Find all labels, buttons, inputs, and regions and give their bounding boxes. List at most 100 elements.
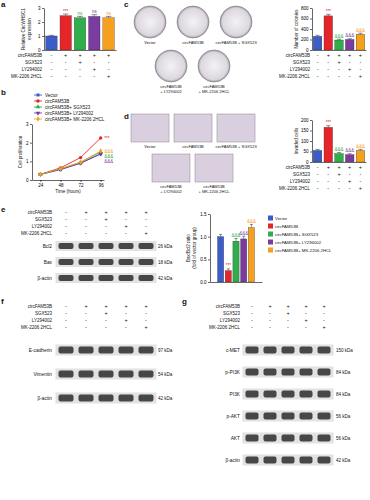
error-bar — [337, 39, 341, 41]
blot-band — [282, 435, 295, 442]
row-label: MK-2206 2HCL — [11, 74, 43, 79]
tick: 800 — [301, 6, 312, 11]
line — [40, 152, 100, 174]
blot-band — [246, 369, 259, 376]
sign: - — [85, 223, 87, 229]
protein-label: Bax — [44, 260, 53, 265]
blot-band — [119, 395, 134, 402]
row-label: circFAM53B — [28, 210, 52, 215]
annotation: *** — [326, 120, 332, 125]
tick: 3 — [38, 6, 44, 11]
bar — [241, 239, 247, 282]
bar — [74, 18, 85, 50]
annotation: ns — [92, 9, 98, 14]
blot-band — [318, 391, 331, 398]
tick-mark — [208, 237, 210, 238]
y-axis-title: Bax/Bcl2 ratio — [186, 234, 191, 262]
tick: 150 — [301, 128, 312, 133]
error-line — [251, 224, 252, 227]
error-line — [243, 236, 244, 239]
micrograph — [174, 114, 212, 142]
protein-label: p-AKT — [226, 414, 240, 419]
tick-label: 48 — [58, 183, 64, 188]
dish — [155, 50, 187, 82]
error-bar — [326, 14, 330, 16]
bar — [335, 40, 344, 50]
bar — [345, 40, 354, 51]
plot-area — [313, 14, 364, 50]
error-bar — [348, 38, 352, 40]
blot-band — [264, 457, 277, 464]
annotation: *** — [326, 9, 332, 14]
protein-label: E-cadherin — [29, 348, 53, 353]
blot-strip — [243, 411, 334, 422]
sign: - — [79, 66, 81, 72]
sign: - — [338, 185, 340, 191]
sign: - — [85, 317, 87, 323]
error-line — [228, 269, 229, 271]
tick-mark — [310, 8, 312, 9]
annotation: &&& — [334, 34, 343, 39]
bar-chart: ***nsnsns0123Relative CircWHSC1expressio… — [21, 6, 117, 53]
sign: - — [85, 230, 87, 236]
marker — [99, 148, 102, 154]
blot-strip — [243, 389, 334, 400]
legend-label: Vector — [45, 93, 58, 98]
y-axis-title: Cell proliferation — [18, 135, 23, 168]
y-axis-title: Invaded cells — [294, 127, 299, 154]
size-label: 56 kDa — [336, 436, 351, 441]
sign: + — [359, 164, 362, 170]
annotation: &&& — [356, 28, 365, 33]
tick-mark — [42, 50, 44, 51]
error-cap — [337, 152, 341, 153]
blot-band — [246, 457, 259, 464]
sign: - — [65, 59, 67, 65]
sign: - — [317, 171, 319, 177]
size-label: 97 kDa — [158, 348, 173, 353]
sign: + — [359, 73, 362, 79]
tick-mark — [81, 180, 82, 182]
tick: 2 — [38, 20, 44, 25]
row-label: circFAM53B — [216, 304, 240, 309]
sign: - — [145, 310, 147, 316]
sign: - — [85, 324, 87, 330]
legend-marker — [37, 94, 40, 97]
line — [40, 154, 100, 175]
sign: + — [124, 317, 127, 323]
panel-letter: f — [1, 297, 4, 306]
tick-mark — [310, 131, 312, 132]
size-label: 18 kDa — [158, 260, 173, 265]
legend-item: Vector — [268, 216, 288, 221]
blot-strip — [243, 433, 334, 444]
marker — [59, 166, 62, 172]
treatment-table: circFAM53B-++++SGX523--+--LY294002---+-M… — [279, 52, 362, 79]
tick-label: 0.5 — [200, 257, 207, 262]
sign: - — [349, 185, 351, 191]
blot: Bcl226 kDaBax18 kDaβ-actin42 kDa — [38, 241, 173, 283]
treatment-table: circFAM53B-++++SGX523--+--LY294002---+-M… — [21, 209, 148, 236]
sign: - — [65, 66, 67, 72]
sign: - — [85, 216, 87, 222]
error-line — [65, 14, 66, 16]
blot-band — [246, 347, 259, 354]
bar — [60, 16, 71, 50]
tick-mark — [42, 36, 44, 37]
annotation: &&& — [239, 231, 248, 236]
sign: - — [251, 310, 253, 316]
bar — [313, 36, 322, 50]
blot-band — [119, 371, 134, 378]
bar-chart: ***&&&&&&&&&0.00.51.01.5Bax/Bcl2 ratio(f… — [186, 212, 332, 285]
sign: - — [327, 178, 329, 184]
tick-label: 2 — [26, 141, 29, 146]
tick-label: 1.5 — [200, 212, 207, 217]
legend-marker — [36, 99, 39, 102]
annotation: *** — [63, 9, 69, 14]
legend-label: circFAM53B+ SGX523 — [45, 105, 91, 110]
protein-label: β-actin — [38, 276, 53, 281]
blot-band — [119, 275, 134, 281]
blot-strip — [243, 345, 334, 356]
tick-mark — [310, 152, 312, 153]
sign: - — [251, 324, 253, 330]
treatment-table: circFAM53B-++++SGX523--+--LY294002---+-M… — [279, 164, 362, 191]
error-line — [94, 15, 95, 17]
